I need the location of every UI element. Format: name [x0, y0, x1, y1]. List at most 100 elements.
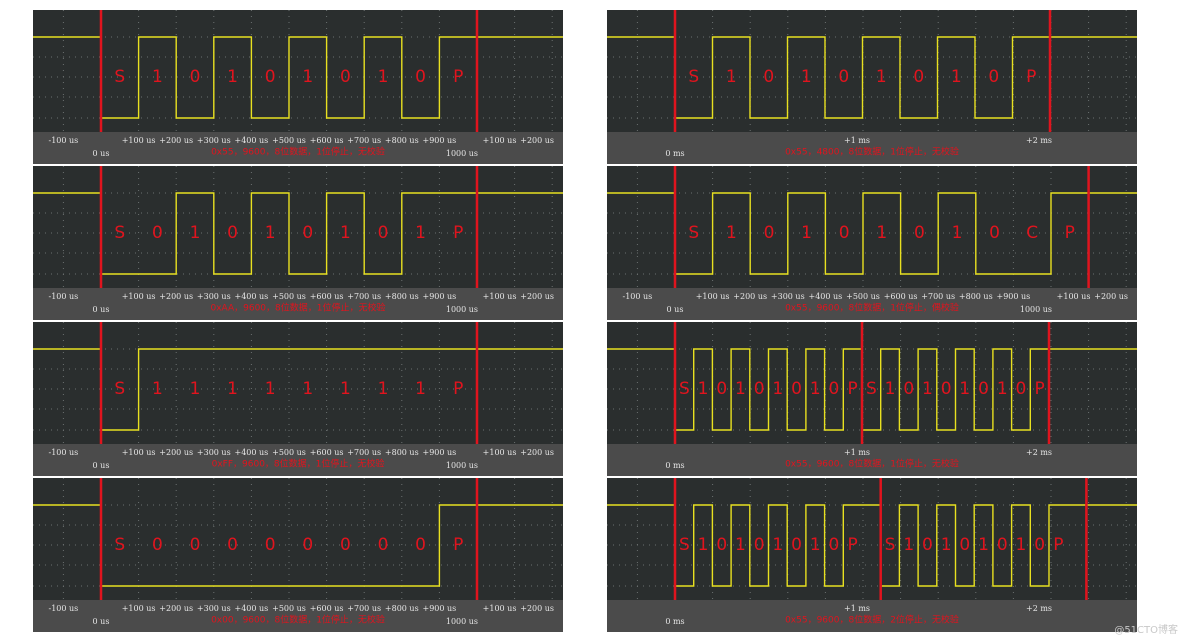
axis-label: +600 us	[884, 292, 918, 301]
axis-label: 1000 us	[446, 149, 478, 158]
axis-label: +600 us	[310, 136, 344, 145]
axis-label: +200 us	[159, 604, 193, 613]
bit-label: 0	[839, 223, 850, 243]
axis-label: +2 ms	[1026, 604, 1052, 613]
bit-label: 0	[941, 379, 952, 399]
scope-panel: S 1 0 1 0 1 0 1 0 P S 1 0 1 0 1 0 1 0 P+1 ms +2 ms0 ms 0x55，9…	[607, 478, 1137, 632]
bit-label: 0	[988, 67, 999, 87]
axis-label: 1000 us	[446, 461, 478, 470]
axis-label: 0 ms	[665, 149, 684, 158]
axis-label: 1000 us	[446, 617, 478, 626]
bit-label: 1	[152, 379, 163, 399]
signal-trace	[33, 504, 563, 587]
axis-label: +900 us	[423, 448, 457, 457]
axis-label: 0 ms	[665, 461, 684, 470]
axis-label: +600 us	[310, 292, 344, 301]
bit-label: 1	[941, 535, 952, 555]
caption: 0x00，9600，8位数据，1位停止，无校验	[211, 614, 385, 626]
bit-label: 0	[791, 379, 802, 399]
bit-label: S	[679, 379, 690, 399]
axis-label: 1000 us	[446, 305, 478, 314]
axis-strip	[33, 444, 563, 476]
scope-screen	[33, 322, 563, 444]
bit-label: 1	[772, 535, 783, 555]
axis-strip	[33, 600, 563, 632]
axis-label: +200 us	[520, 292, 554, 301]
bit-label: 0	[340, 67, 351, 87]
axis-label: +400 us	[235, 136, 269, 145]
bit-label: 1	[885, 379, 896, 399]
signal-trace	[33, 348, 563, 431]
axis-label: 1000 us	[1020, 305, 1052, 314]
axis-strip	[607, 600, 1137, 632]
axis-label: +200 us	[159, 448, 193, 457]
bit-label: P	[453, 535, 463, 555]
axis-label: +200 us	[1094, 292, 1128, 301]
caption: 0x55，9600，8位数据，2位停止，无校验	[785, 614, 959, 626]
bit-label: 0	[914, 223, 925, 243]
bit-label: 1	[735, 535, 746, 555]
axis-label: +100 us	[122, 604, 156, 613]
axis-strip	[33, 288, 563, 320]
bit-label: 1	[810, 535, 821, 555]
bit-label: P	[848, 535, 858, 555]
axis-label: +600 us	[310, 448, 344, 457]
axis-label: +200 us	[159, 136, 193, 145]
bit-label: 0	[716, 379, 727, 399]
axis-label: +300 us	[197, 604, 231, 613]
signal-trace	[607, 36, 1137, 119]
axis-label: +400 us	[809, 292, 843, 301]
bit-label: 1	[265, 379, 276, 399]
axis-label: +900 us	[423, 604, 457, 613]
bit-label: 0	[903, 379, 914, 399]
bit-label: 0	[302, 535, 313, 555]
bit-label: 0	[227, 223, 238, 243]
bit-label: 0	[152, 223, 163, 243]
axis-label: +900 us	[423, 292, 457, 301]
scope-panel: S 0 1 0 1 0 1 0 1 P-100 us +100 us +200 us +300 us +4…	[33, 166, 563, 320]
axis-label: +100 us	[1057, 292, 1091, 301]
bit-label: 0	[754, 535, 765, 555]
bit-label: 0	[791, 535, 802, 555]
axis-label: +800 us	[385, 604, 419, 613]
bit-label: 0	[340, 535, 351, 555]
bit-label: 1	[190, 379, 201, 399]
bit-label: P	[453, 67, 463, 87]
axis-label: -100 us	[49, 448, 79, 457]
bit-label: 0	[716, 535, 727, 555]
bit-label: 1	[952, 223, 963, 243]
caption: 0xAA，9600，8位数据，1位停止，无校验	[211, 302, 386, 314]
bit-label: 1	[265, 223, 276, 243]
axis-label: 0 ms	[665, 617, 684, 626]
axis-label: +100 us	[483, 604, 517, 613]
bit-label: 0	[922, 535, 933, 555]
axis-label: +100 us	[483, 292, 517, 301]
bit-label: 0	[190, 67, 201, 87]
axis-label: 0 us	[93, 149, 110, 158]
bit-label: 1	[959, 379, 970, 399]
axis-label: +400 us	[235, 604, 269, 613]
axis-label: 0 us	[93, 461, 110, 470]
bit-label: 1	[415, 223, 426, 243]
bit-label: 0	[415, 67, 426, 87]
bit-label: S	[114, 223, 125, 243]
axis-label: -100 us	[49, 136, 79, 145]
axis-label: +200 us	[520, 448, 554, 457]
signal-trace	[33, 36, 563, 119]
axis-label: +300 us	[197, 136, 231, 145]
bit-label: 0	[302, 223, 313, 243]
axis-label: +500 us	[846, 292, 880, 301]
bit-label: 0	[829, 535, 840, 555]
bit-label: 0	[227, 535, 238, 555]
axis-label: +2 ms	[1026, 448, 1052, 457]
axis-label: +300 us	[197, 448, 231, 457]
scope-panel: S 0 0 0 0 0 0 0 0 P-100 us +100 us +200 us +300 us +4…	[33, 478, 563, 632]
axis-label: -100 us	[49, 292, 79, 301]
axis-label: +400 us	[235, 448, 269, 457]
axis-label: +300 us	[197, 292, 231, 301]
bit-label: 1	[378, 67, 389, 87]
bit-label: 0	[415, 535, 426, 555]
caption: 0x55，4800，8位数据，1位停止，无校验	[785, 146, 959, 158]
bit-label: 0	[764, 223, 775, 243]
bit-label: 1	[801, 67, 812, 87]
